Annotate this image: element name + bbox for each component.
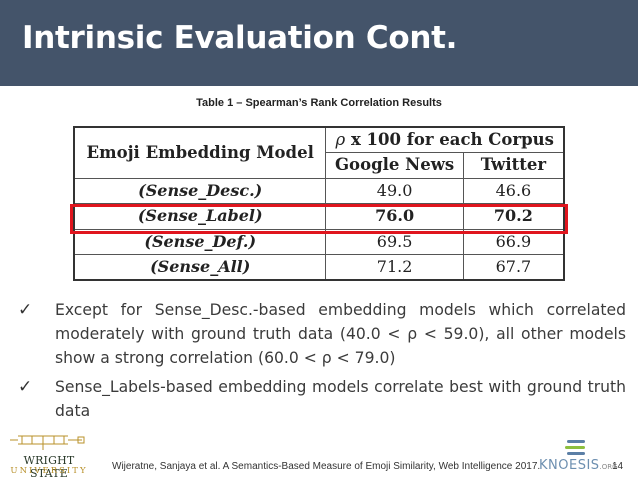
knoesis-word: KNOESIS <box>539 458 600 473</box>
row-twitter-value: 67.7 <box>462 254 565 281</box>
title-bar: Intrinsic Evaluation Cont. <box>0 0 638 86</box>
table-header-row: Emoji Embedding Model ρ x 100 for each C… <box>73 126 565 179</box>
slide-title: Intrinsic Evaluation Cont. <box>22 20 458 56</box>
header-corpus-group: ρ x 100 for each Corpus <box>325 126 565 153</box>
results-table-container: Emoji Embedding Model ρ x 100 for each C… <box>73 126 565 281</box>
header-twitter: Twitter <box>462 152 565 179</box>
row-google-value: 49.0 <box>325 177 464 204</box>
bullet-item: ✓ Except for Sense_Desc.-based embedding… <box>18 298 626 370</box>
results-table: Emoji Embedding Model ρ x 100 for each C… <box>73 126 565 281</box>
bullet-text: Sense_Labels-based embedding models corr… <box>55 378 626 420</box>
rho-symbol: ρ <box>335 129 346 149</box>
row-google-value: 71.2 <box>325 254 464 281</box>
row-model-sense-desc: (Sense_Desc.) <box>73 177 327 204</box>
knoesis-suffix: .ORG <box>599 463 618 471</box>
row-twitter-value: 46.6 <box>462 177 565 204</box>
row-model-sense-def: (Sense_Def.) <box>73 228 327 255</box>
logo-line2: UNIVERSITY <box>10 466 88 476</box>
row-model-sense-label: (Sense_Label) <box>73 203 327 230</box>
bullet-text: Except for Sense_Desc.-based embedding m… <box>55 301 626 367</box>
table-row: (Sense_All) 71.2 67.7 <box>73 254 565 281</box>
table-row: (Sense_Desc.) 49.0 46.6 <box>73 177 565 204</box>
row-google-value: 76.0 <box>325 203 464 230</box>
checkmark-icon: ✓ <box>18 300 33 320</box>
citation: Wijeratne, Sanjaya et al. A Semantics-Ba… <box>112 461 541 472</box>
bullet-item: ✓ Sense_Labels-based embedding models co… <box>18 375 626 423</box>
checkmark-icon: ✓ <box>18 377 33 397</box>
table-row-highlighted: (Sense_Label) 76.0 70.2 <box>73 203 565 230</box>
bullet-list: ✓ Except for Sense_Desc.-based embedding… <box>18 298 626 428</box>
wright-flyer-icon <box>10 435 85 450</box>
knoesis-mark-icon <box>565 440 585 455</box>
row-google-value: 69.5 <box>325 228 464 255</box>
header-corpus-text: x 100 for each Corpus <box>350 129 554 149</box>
wright-state-logo: WRIGHT STATE UNIVERSITY <box>8 432 90 478</box>
logo-line1: WRIGHT STATE <box>23 454 75 478</box>
header-model: Emoji Embedding Model <box>73 126 327 179</box>
row-model-sense-all: (Sense_All) <box>73 254 327 281</box>
row-twitter-value: 70.2 <box>462 203 565 230</box>
header-google-news: Google News <box>325 152 464 179</box>
page-number: 14 <box>612 461 624 472</box>
knoesis-logo: KNOESIS.ORG <box>539 438 619 476</box>
knoesis-wordmark: KNOESIS.ORG <box>539 458 618 473</box>
row-twitter-value: 66.9 <box>462 228 565 255</box>
table-caption: Table 1 – Spearman’s Rank Correlation Re… <box>196 97 442 109</box>
table-subheader-row: Google News Twitter <box>74 152 565 179</box>
table-row: (Sense_Def.) 69.5 66.9 <box>73 228 565 255</box>
